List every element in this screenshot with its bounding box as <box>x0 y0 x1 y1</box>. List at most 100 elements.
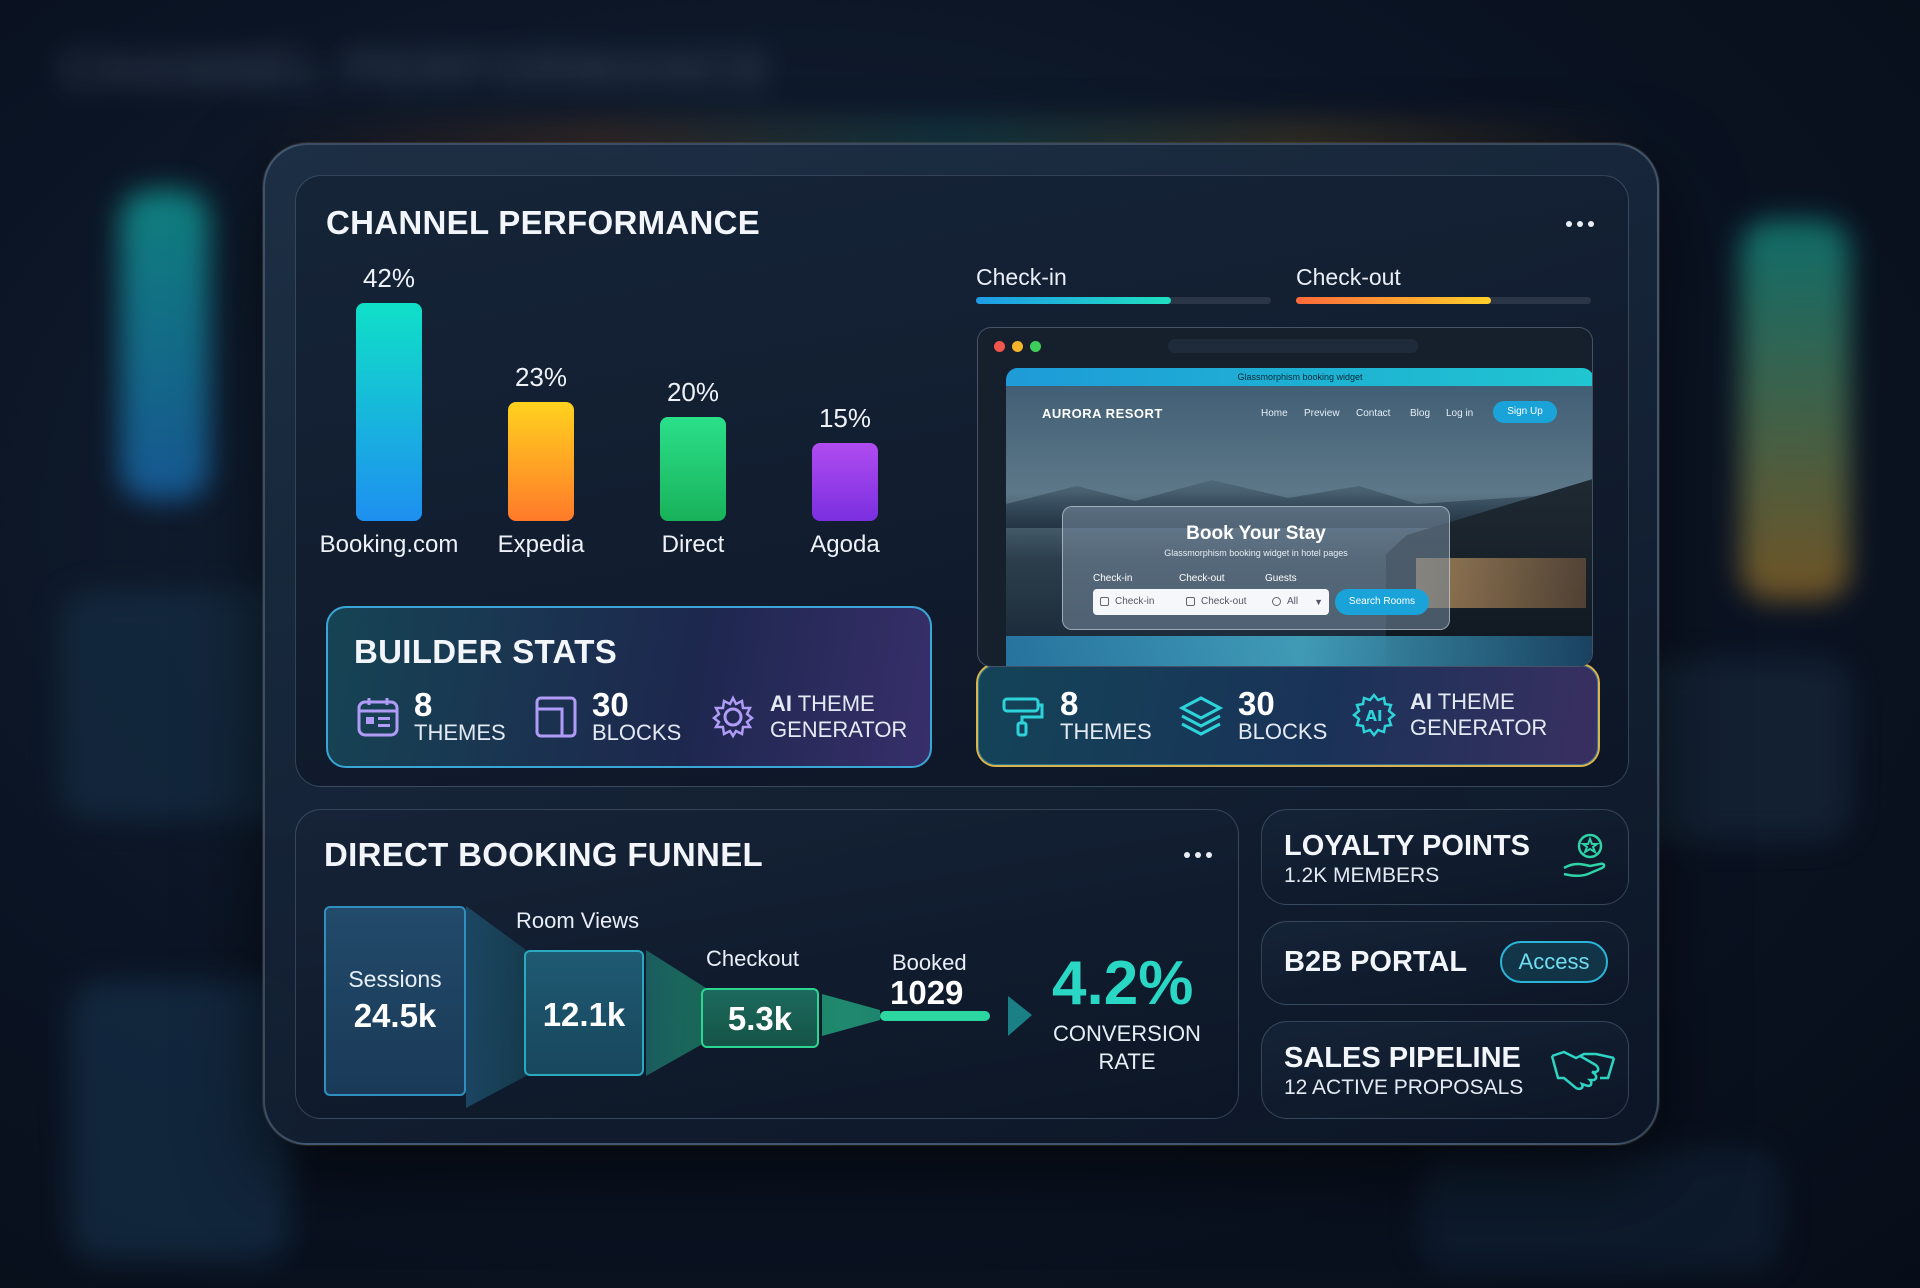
checkout-stage[interactable]: 5.3k <box>701 988 819 1048</box>
checkout-field[interactable]: Check-out <box>1179 589 1275 615</box>
checkout-field-label: Check-out <box>1179 573 1225 584</box>
blocks-label-preview: BLOCKS <box>1238 719 1328 744</box>
bar-value-label: 20% <box>666 377 720 408</box>
background-card <box>70 980 290 1260</box>
booked-label: Booked <box>892 950 967 975</box>
loyalty-points-title: LOYALTY POINTS <box>1284 830 1531 862</box>
close-dot-icon[interactable] <box>994 341 1005 352</box>
builder-stats-panel: BUILDER STATS 8 THEMES 30 BLOCKS AI THEM… <box>326 606 932 768</box>
dashboard-frame: CHANNEL PERFORMANCE 42% Booking.com 23% Exp… <box>263 143 1659 1145</box>
ai-theme-label-preview-line2: GENERATOR <box>1410 715 1548 741</box>
direct-booking-funnel-card: DIRECT BOOKING FUNNEL Sessions 24.5k Roo… <box>295 809 1239 1119</box>
website-preview-window: Glassmorphism booking widget AURORA RESO… <box>977 327 1593 667</box>
themes-count-preview: 8 <box>1060 685 1079 722</box>
sessions-label: Sessions <box>348 966 442 992</box>
more-options-icon[interactable] <box>1566 221 1594 227</box>
site-nav-blog[interactable]: Blog <box>1410 408 1431 419</box>
checkout-stage-value: 5.3k <box>727 1000 793 1037</box>
search-rooms-button[interactable]: Search Rooms <box>1335 589 1429 615</box>
loyalty-members-count: 1.2K MEMBERS <box>1284 864 1440 887</box>
address-bar[interactable] <box>1168 339 1418 353</box>
loyalty-hand-star-icon <box>1563 833 1606 878</box>
maximize-dot-icon[interactable] <box>1030 341 1041 352</box>
checkin-progress-label: Check-in <box>976 264 1067 290</box>
background-title: CHANNEL PERFORMANCE <box>60 41 774 99</box>
sessions-stage[interactable]: Sessions 24.5k <box>324 906 466 1096</box>
checkin-field[interactable]: Check-in <box>1093 589 1189 615</box>
themes-label-preview: THEMES <box>1060 719 1152 744</box>
conversion-rate-label: CONVERSION RATE <box>1053 1021 1201 1074</box>
guests-select[interactable]: All ▼ <box>1265 589 1329 615</box>
channel-bar-chart: 42% Booking.com 23% Expedia 20% Direct 15% Agod… <box>320 263 906 666</box>
resort-website: Glassmorphism booking widget AURORA RESO… <box>1006 368 1592 666</box>
bar-category-label: Agoda <box>810 531 880 558</box>
themes-stat: 8 THEMES <box>356 688 506 745</box>
minimize-dot-icon[interactable] <box>1012 341 1023 352</box>
bar-bookingcom[interactable] <box>356 303 422 521</box>
ai-chip-icon: AI <box>1351 693 1397 738</box>
guests-field-label: Guests <box>1265 573 1297 584</box>
sales-pipeline-card[interactable]: SALES PIPELINE 12 ACTIVE PROPOSALS <box>1261 1021 1629 1119</box>
loyalty-points-card[interactable]: LOYALTY POINTS 1.2K MEMBERS <box>1261 809 1629 905</box>
channel-performance-title: CHANNEL PERFORMANCE <box>326 204 761 241</box>
b2b-portal-title: B2B PORTAL <box>1284 946 1468 978</box>
active-proposals-count: 12 ACTIVE PROPOSALS <box>1284 1076 1524 1099</box>
checkin-field-label: Check-in <box>1093 573 1133 584</box>
booking-widget-title: Book Your Stay <box>1186 523 1326 544</box>
blocks-count-preview: 30 <box>1238 685 1275 722</box>
checkout-stage-label: Checkout <box>706 946 799 971</box>
site-nav-preview[interactable]: Preview <box>1304 408 1340 419</box>
ai-theme-label: AI THEME <box>770 691 875 716</box>
background-card <box>1420 1150 1780 1270</box>
themes-label: THEMES <box>414 720 506 745</box>
gear-icon <box>711 695 755 739</box>
booking-widget: Book Your Stay Glassmorphism booking wid… <box>1062 506 1450 630</box>
pool-image <box>1006 636 1592 666</box>
themes-stat-preview: 8 THEMES <box>1000 687 1152 744</box>
b2b-portal-card: B2B PORTAL Access <box>1261 921 1629 1005</box>
chevron-down-icon: ▼ <box>1314 597 1323 607</box>
ai-theme-label-line2: GENERATOR <box>770 717 908 743</box>
ai-theme-label-preview: AI THEME <box>1410 689 1515 714</box>
bar-value-label: 23% <box>514 361 568 392</box>
access-button[interactable]: Access <box>1500 941 1608 983</box>
themes-count: 8 <box>414 686 433 723</box>
checkin-progress-bar <box>976 297 1271 304</box>
blocks-count: 30 <box>592 686 629 723</box>
handshake-icon <box>1550 1050 1616 1091</box>
room-views-label: Room Views <box>516 908 640 933</box>
paint-roller-icon <box>1002 697 1044 737</box>
funnel-title: DIRECT BOOKING FUNNEL <box>324 836 763 873</box>
site-signup-button[interactable]: Sign Up <box>1493 401 1557 423</box>
funnel-connector-graphics <box>466 906 1032 1108</box>
site-nav-home[interactable]: Home <box>1261 408 1288 419</box>
blocks-label: BLOCKS <box>592 720 682 745</box>
blocks-icon <box>535 696 577 738</box>
user-icon <box>1272 597 1281 606</box>
background-bar <box>1740 220 1850 600</box>
bar-expedia[interactable] <box>508 401 574 521</box>
progress-fill <box>1296 297 1491 304</box>
calendar-icon <box>1186 597 1195 606</box>
site-logo[interactable]: AURORA RESORT <box>1042 406 1163 421</box>
bar-direct[interactable] <box>660 417 726 521</box>
bar-agoda[interactable] <box>812 443 878 521</box>
svg-text:AI: AI <box>1365 707 1382 725</box>
ai-theme-stat-preview: AI AI THEME GENERATOR <box>1350 689 1547 742</box>
room-views-stage[interactable]: 12.1k <box>524 950 644 1076</box>
site-nav-login[interactable]: Log in <box>1446 408 1474 419</box>
layers-icon <box>1178 695 1224 736</box>
room-views-value: 12.1k <box>542 996 626 1033</box>
more-options-icon[interactable] <box>1184 852 1212 858</box>
sessions-value: 24.5k <box>353 997 437 1034</box>
calendar-icon <box>1100 597 1109 606</box>
site-nav-contact[interactable]: Contact <box>1356 408 1391 419</box>
bar-value-label: 15% <box>818 403 872 434</box>
progress-fill <box>976 297 1171 304</box>
booking-widget-subtitle: Glassmorphism booking widget in hotel pa… <box>1164 548 1348 558</box>
site-announcement-bar: Glassmorphism booking widget <box>1006 368 1592 386</box>
calendar-icon <box>357 697 399 737</box>
builder-stats-title: BUILDER STATS <box>354 633 618 670</box>
conversion-rate-value: 4.2% <box>1052 949 1194 1018</box>
blocks-stat: 30 BLOCKS <box>534 688 681 745</box>
